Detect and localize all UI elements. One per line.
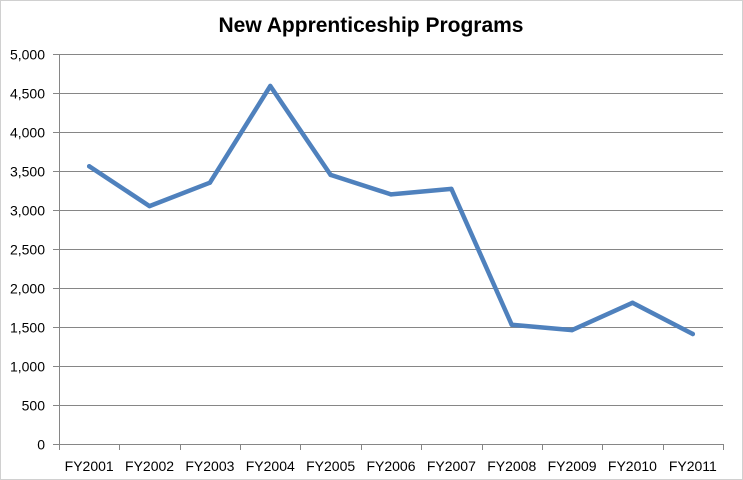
x-tick-label: FY2001 <box>65 458 114 474</box>
gridlines <box>59 54 723 406</box>
y-tick-label: 3,500 <box>10 164 45 180</box>
x-tick-label: FY2006 <box>366 458 415 474</box>
x-tick-label: FY2005 <box>306 458 355 474</box>
x-tick-label: FY2007 <box>427 458 476 474</box>
x-tick-label: FY2009 <box>548 458 597 474</box>
x-tick-label: FY2008 <box>487 458 536 474</box>
x-tick-label: FY2004 <box>246 458 295 474</box>
data-point <box>328 172 333 178</box>
data-point <box>569 327 575 333</box>
x-tick-label: FY2010 <box>608 458 657 474</box>
data-point <box>268 83 273 89</box>
data-point <box>509 322 514 327</box>
data-point <box>449 186 454 192</box>
y-tick-label: 4,500 <box>10 86 45 102</box>
chart-title: New Apprenticeship Programs <box>219 14 524 37</box>
y-tick-label: 1,000 <box>10 359 45 375</box>
y-tick-label: 0 <box>37 437 45 453</box>
y-tick-label: 4,000 <box>10 125 45 141</box>
x-axis-tick-labels: FY2001 FY2002 FY2003 FY2004 FY2005 FY2006 FY20… <box>65 458 717 474</box>
data-point <box>207 180 213 185</box>
y-tick-label: 1,500 <box>10 320 45 336</box>
y-tick-label: 500 <box>22 398 46 414</box>
y-tick-label: 5,000 <box>10 47 45 63</box>
y-axis-tick-labels: 0 500 1,000 1,500 2,000 2,500 3,000 3,500 4,000 4… <box>10 47 45 453</box>
y-tick-label: 2,000 <box>10 281 45 297</box>
data-point <box>690 331 695 337</box>
data-point <box>388 192 394 197</box>
series-layer <box>86 83 696 337</box>
data-point <box>87 164 92 169</box>
data-point <box>147 203 152 209</box>
x-tick-label: FY2003 <box>185 458 234 474</box>
x-axis <box>53 54 724 450</box>
y-tick-label: 2,500 <box>10 242 45 258</box>
y-tick-label: 3,000 <box>10 203 45 219</box>
x-tick-label: FY2002 <box>125 458 174 474</box>
x-tick-label: FY2011 <box>669 458 717 474</box>
data-point <box>630 300 635 305</box>
